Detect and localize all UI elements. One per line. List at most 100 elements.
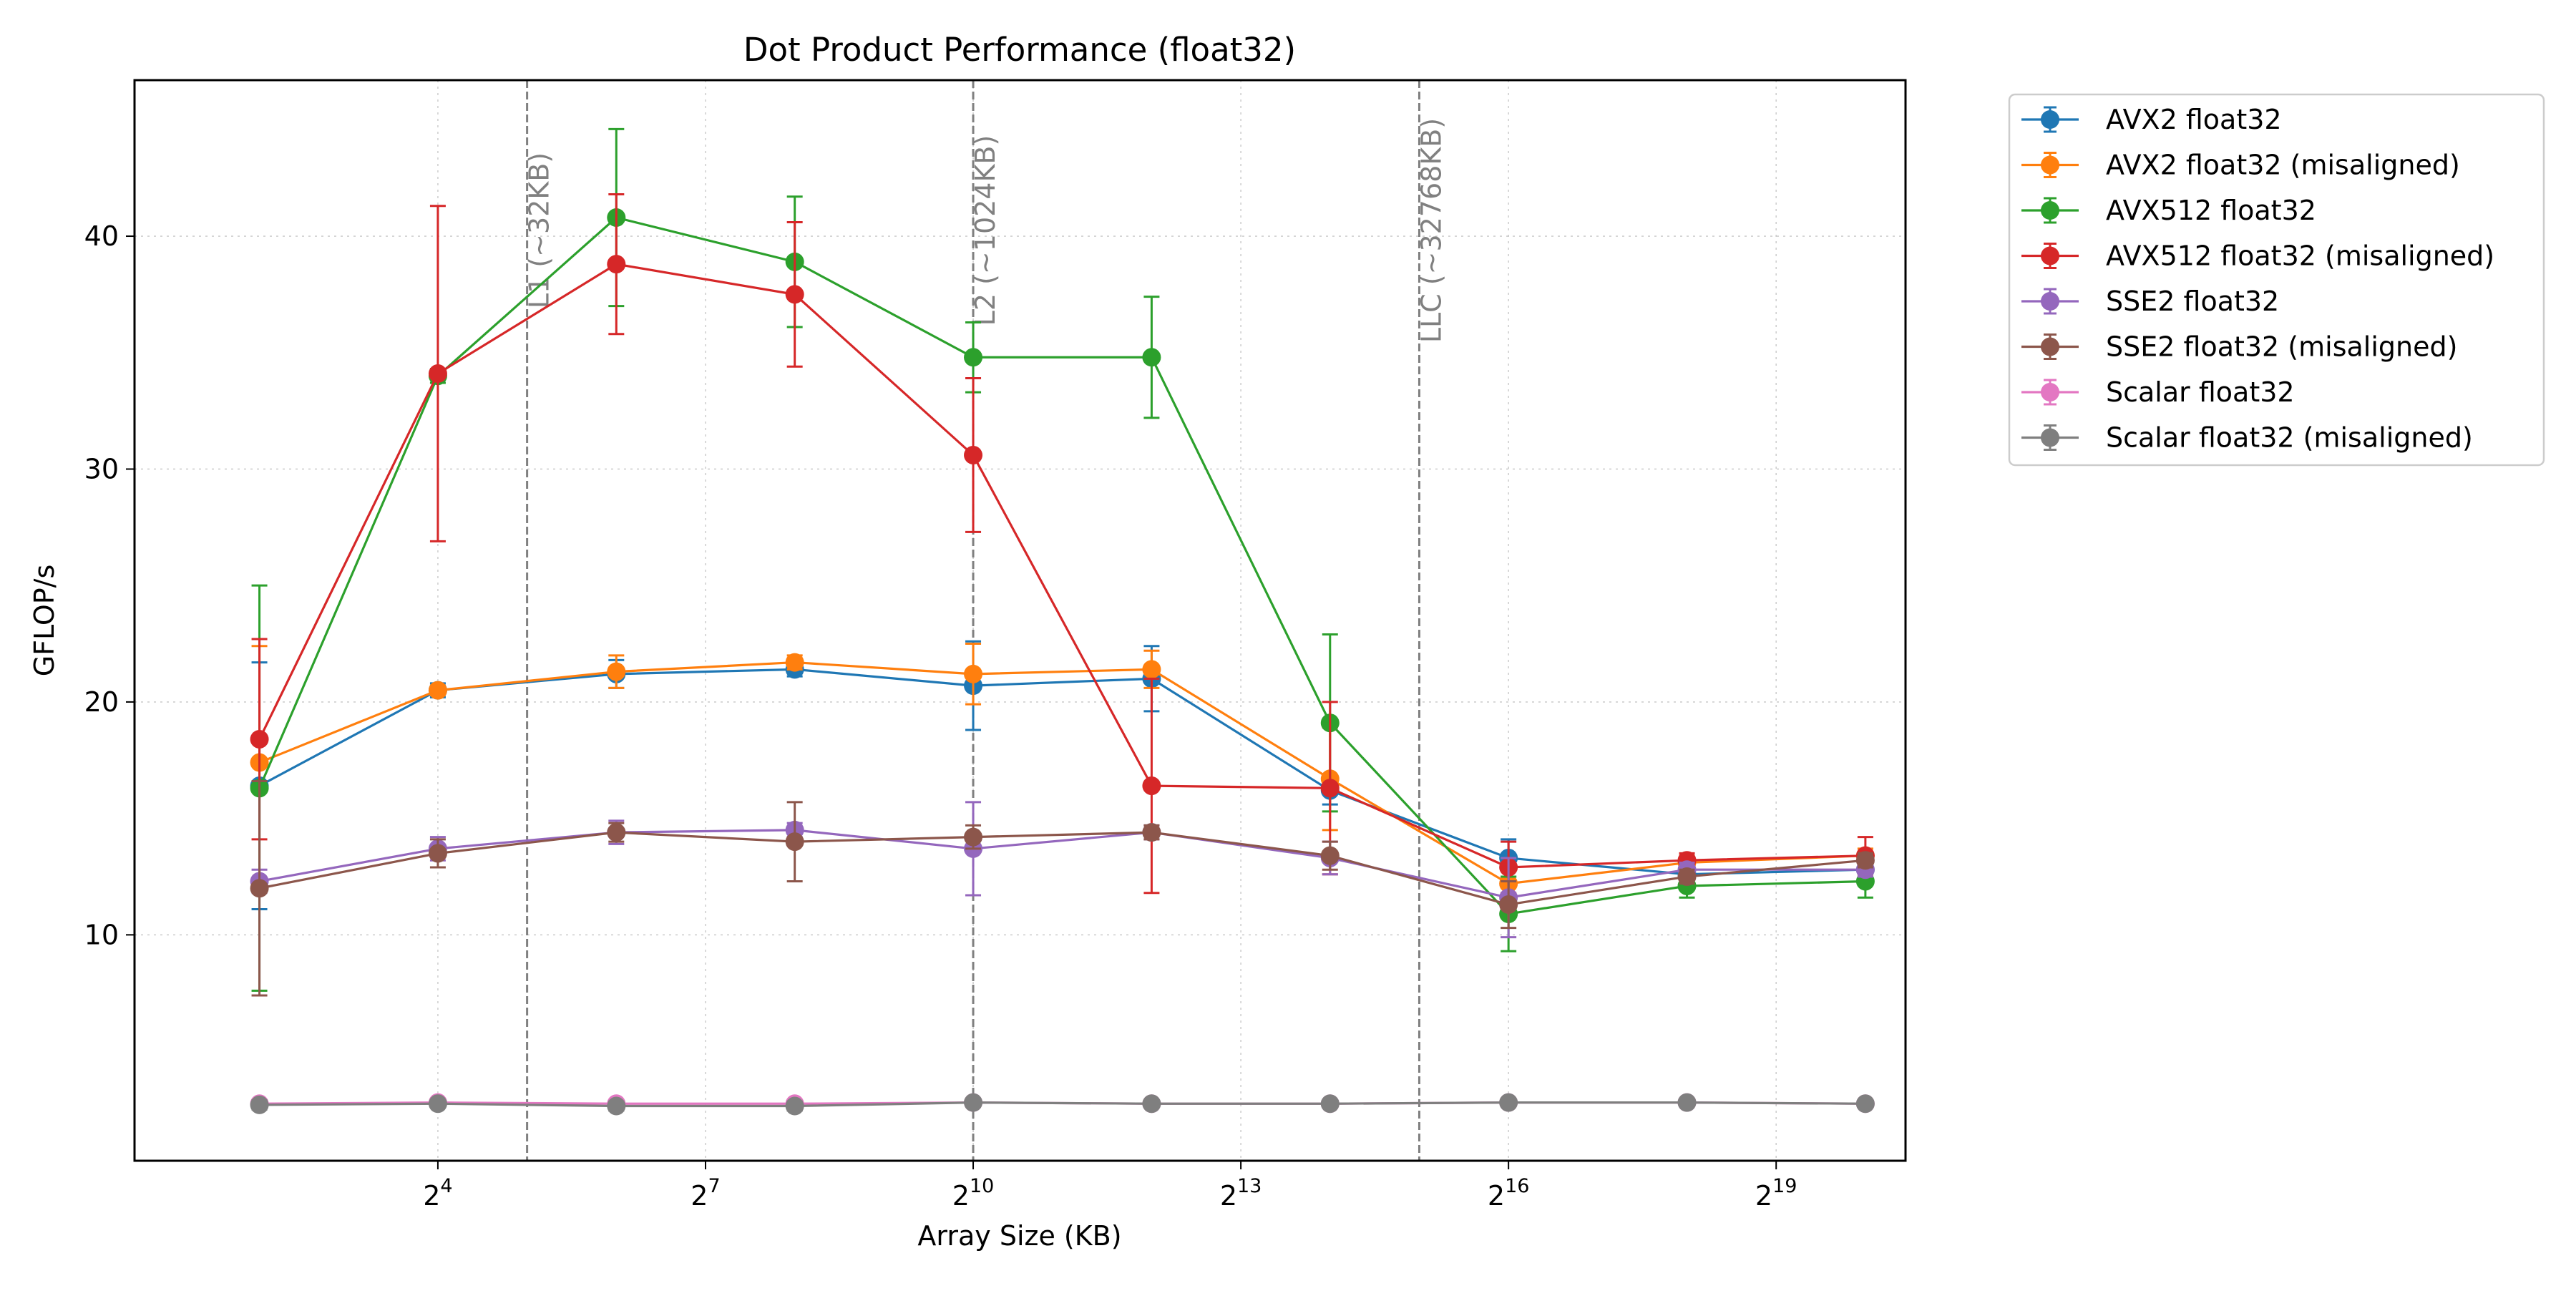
legend-item: Scalar float32 (2021, 376, 2295, 408)
legend-marker (2041, 383, 2059, 401)
series-line (259, 831, 1866, 906)
legend-item: AVX512 float32 (misaligned) (2021, 240, 2494, 272)
x-tick-base: 2 (1488, 1180, 1505, 1212)
legend-label: AVX2 float32 (misaligned) (2106, 150, 2460, 181)
x-tick-exponent: 16 (1505, 1175, 1529, 1197)
data-point (1320, 846, 1340, 865)
data-point (1142, 1094, 1161, 1114)
data-point (1142, 823, 1161, 842)
x-tick-exponent: 4 (440, 1175, 452, 1197)
legend-marker (2041, 201, 2059, 220)
y-tick-label: 40 (84, 220, 119, 252)
x-tick-exponent: 19 (1772, 1175, 1797, 1197)
x-tick-label: 216 (1488, 1175, 1530, 1212)
legend-item: SSE2 float32 (2021, 286, 2279, 317)
legend-item: AVX2 float32 (misaligned) (2021, 150, 2460, 181)
data-point (964, 445, 983, 464)
series-line (258, 263, 1865, 869)
data-point (607, 823, 626, 842)
legend-label: SSE2 float32 (2106, 286, 2279, 317)
data-point (428, 844, 447, 863)
legend-marker (2041, 155, 2059, 175)
series-line (259, 1101, 1865, 1108)
legend-label: AVX512 float32 (misaligned) (2106, 240, 2494, 272)
y-axis-label: GFLOP/s (29, 565, 60, 677)
data-point (250, 879, 269, 898)
x-tick-label: 213 (1220, 1175, 1262, 1212)
data-point (1855, 851, 1875, 870)
x-tick-base: 2 (1220, 1180, 1237, 1212)
legend-item: AVX512 float32 (2021, 195, 2316, 226)
x-tick-label: 219 (1755, 1175, 1797, 1212)
x-tick-label: 24 (423, 1175, 452, 1212)
x-tick-exponent: 10 (970, 1175, 994, 1197)
series-line (258, 216, 1865, 915)
data-point (964, 664, 983, 683)
series-8 (250, 1093, 1875, 1116)
x-tick-label: 210 (952, 1175, 995, 1212)
legend-label: AVX2 float32 (2106, 104, 2282, 135)
cache-line-label: L2 (~1024KB) (970, 135, 1001, 326)
legend-item: SSE2 float32 (misaligned) (2021, 331, 2457, 363)
plot-frame (133, 79, 1907, 1162)
data-point (785, 285, 804, 304)
data-point (250, 729, 269, 749)
data-point (607, 255, 626, 274)
grid-layer (135, 80, 1906, 1161)
data-point (1499, 1093, 1518, 1112)
chart-title: Dot Product Performance (float32) (743, 31, 1296, 69)
x-axis-label: Array Size (KB) (917, 1220, 1121, 1252)
x-tick-exponent: 7 (708, 1175, 720, 1197)
x-tick-base: 2 (691, 1180, 708, 1212)
data-point (1855, 1094, 1875, 1114)
data-point (1320, 779, 1340, 798)
data-point (964, 827, 983, 847)
data-point (964, 348, 983, 367)
data-point (1320, 1094, 1340, 1114)
legend-marker (2041, 246, 2059, 265)
data-point (1677, 867, 1697, 886)
legend-marker (2041, 428, 2059, 447)
cache-line-label: LLC (~32768KB) (1415, 118, 1447, 343)
data-point (964, 1093, 983, 1112)
x-tick-base: 2 (952, 1180, 970, 1212)
data-point (1142, 348, 1161, 367)
legend-marker (2041, 337, 2059, 356)
data-point (1677, 1093, 1697, 1112)
data-point (250, 1095, 269, 1114)
series-layer (250, 127, 1875, 1116)
legend-item: Scalar float32 (misaligned) (2021, 422, 2473, 454)
data-point (785, 832, 804, 852)
legend-label: Scalar float32 (2106, 376, 2295, 408)
data-point (1142, 660, 1161, 679)
cache-lines-layer: L1 (~32KB) L2 (~1024KB) LLC (~32768KB) (524, 80, 1447, 1161)
series-6 (250, 780, 1875, 997)
data-point (785, 653, 804, 672)
legend-marker (2041, 110, 2059, 129)
x-tick-base: 2 (423, 1180, 440, 1212)
data-point (607, 662, 626, 681)
data-point (607, 1096, 626, 1116)
data-point (1142, 776, 1161, 796)
y-tick-label: 20 (84, 686, 119, 718)
legend-item: AVX2 float32 (2021, 104, 2282, 135)
y-tick-label: 10 (84, 919, 119, 950)
data-point (785, 1096, 804, 1116)
x-tick-exponent: 13 (1237, 1175, 1262, 1197)
legend-items: AVX2 float32 AVX2 float32 (misaligned) AVX… (2021, 104, 2494, 454)
legend-label: SSE2 float32 (misaligned) (2106, 331, 2457, 363)
x-tick-base: 2 (1755, 1180, 1772, 1212)
legend-label: Scalar float32 (misaligned) (2106, 422, 2473, 454)
legend-marker (2041, 292, 2059, 311)
series-line (259, 829, 1865, 899)
data-point (1499, 895, 1518, 915)
y-tick-label: 30 (84, 453, 119, 484)
series-line (258, 668, 1865, 876)
data-point (428, 364, 447, 384)
x-tick-label: 27 (691, 1175, 720, 1212)
data-point (428, 1094, 447, 1114)
series-line (258, 661, 1865, 885)
cache-line-label: L1 (~32KB) (524, 152, 555, 308)
